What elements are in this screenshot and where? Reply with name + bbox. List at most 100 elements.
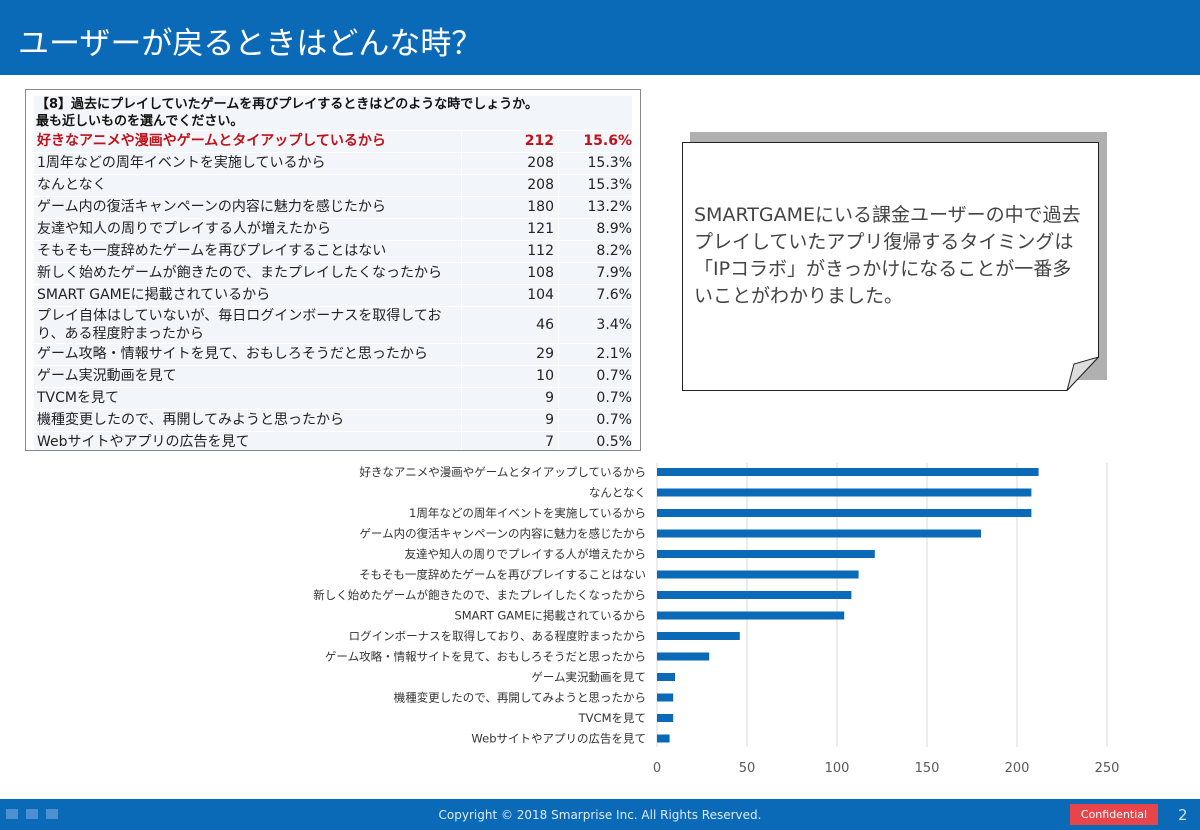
table-row: 好きなアニメや漫画やゲームとタイアップしているから 212 15.6% bbox=[34, 130, 632, 152]
table-row: SMART GAMEに掲載されているから 104 7.6% bbox=[34, 284, 632, 306]
row-label: なんとなく bbox=[34, 175, 462, 196]
row-label: Webサイトやアプリの広告を見て bbox=[34, 432, 462, 450]
category-label: なんとなく bbox=[589, 486, 646, 500]
row-count: 208 bbox=[462, 175, 559, 196]
row-percent: 0.7% bbox=[596, 390, 632, 406]
category-label: ゲーム攻略・情報サイトを見て、おもしろそうだと思ったから bbox=[325, 650, 646, 664]
menu-icon[interactable] bbox=[26, 809, 38, 819]
row-label: プレイ自体はしていないが、毎日ログインボーナスを取得しており、ある程度貯まったか… bbox=[34, 307, 462, 343]
row-count: 180 bbox=[462, 197, 559, 218]
tick-label: 50 bbox=[739, 761, 756, 776]
table-row: そもそも一度辞めたゲームを再びプレイすることはない 112 8.2% bbox=[34, 240, 632, 262]
row-label: 機種変更したので、再開してみようと思ったから bbox=[34, 410, 462, 431]
row-count: 9 bbox=[462, 388, 559, 409]
row-label: 友達や知人の周りでプレイする人が増えたから bbox=[34, 219, 462, 240]
tick-label: 0 bbox=[653, 761, 661, 776]
row-count: 108 bbox=[462, 263, 559, 284]
row-count: 208 bbox=[462, 153, 559, 174]
tick-label: 100 bbox=[825, 761, 850, 776]
confidential-badge: Confidential bbox=[1070, 804, 1158, 825]
category-label: ゲーム実況動画を見て bbox=[531, 670, 646, 684]
row-percent: 15.3% bbox=[587, 177, 632, 193]
category-label: Webサイトやアプリの広告を見て bbox=[471, 732, 646, 746]
row-percent: 13.2% bbox=[587, 199, 632, 215]
table-row: ゲーム攻略・情報サイトを見て、おもしろそうだと思ったから 29 2.1% bbox=[34, 343, 632, 365]
row-label: ゲーム攻略・情報サイトを見て、おもしろそうだと思ったから bbox=[34, 344, 462, 365]
table-row: 機種変更したので、再開してみようと思ったから 9 0.7% bbox=[34, 409, 632, 431]
row-label: 新しく始めたゲームが飽きたので、またプレイしたくなったから bbox=[34, 263, 462, 284]
question-text-2: 最も近しいものを選んでください。 bbox=[36, 114, 244, 129]
row-percent: 0.7% bbox=[596, 412, 632, 428]
row-percent: 3.4% bbox=[596, 316, 632, 333]
bar bbox=[657, 714, 674, 722]
category-label: 新しく始めたゲームが飽きたので、またプレイしたくなったから bbox=[313, 588, 646, 602]
bar bbox=[657, 529, 981, 538]
row-count: 112 bbox=[462, 241, 559, 262]
page-number: 2 bbox=[1178, 806, 1188, 824]
table-row: 新しく始めたゲームが飽きたので、またプレイしたくなったから 108 7.9% bbox=[34, 262, 632, 284]
category-label: 機種変更したので、再開してみようと思ったから bbox=[394, 691, 646, 705]
callout-note: SMARTGAMEにいる課金ユーザーの中で過去プレイしていたアプリ復帰するタイミ… bbox=[682, 142, 1099, 391]
row-label: TVCMを見て bbox=[34, 388, 462, 409]
tick-label: 200 bbox=[1005, 761, 1030, 776]
survey-table: 【8】過去にプレイしていたゲームを再びプレイするときはどのような時でしょうか。 … bbox=[25, 89, 641, 451]
bar bbox=[657, 550, 875, 558]
category-label: ログインボーナスを取得しており、ある程度貯まったから bbox=[349, 629, 646, 643]
category-label: SMART GAMEに掲載されているから bbox=[454, 609, 646, 623]
row-count: 9 bbox=[462, 410, 559, 431]
header: ユーザーが戻るときはどんな時？ bbox=[0, 0, 1200, 75]
bar bbox=[657, 652, 710, 661]
table-row: Webサイトやアプリの広告を見て 7 0.5% bbox=[34, 431, 632, 450]
bar bbox=[657, 632, 740, 640]
row-percent: 0.5% bbox=[596, 434, 632, 450]
bar bbox=[657, 591, 852, 599]
category-label: 友達や知人の周りでプレイする人が増えたから bbox=[405, 547, 647, 561]
tick-label: 250 bbox=[1095, 761, 1120, 776]
row-label: ゲーム内の復活キャンペーンの内容に魅力を感じたから bbox=[34, 197, 462, 218]
row-percent: 7.6% bbox=[596, 287, 632, 303]
row-percent: 8.2% bbox=[596, 243, 632, 259]
row-label: ゲーム実況動画を見て bbox=[34, 366, 462, 387]
row-percent: 0.7% bbox=[596, 368, 632, 384]
tick-label: 150 bbox=[915, 761, 940, 776]
table-row: TVCMを見て 9 0.7% bbox=[34, 387, 632, 409]
next-icon[interactable] bbox=[46, 809, 58, 819]
copyright: Copyright © 2018 Smarprise Inc. All Righ… bbox=[438, 808, 762, 822]
table-row: 友達や知人の周りでプレイする人が増えたから 121 8.9% bbox=[34, 218, 632, 240]
category-label: そもそも一度辞めたゲームを再びプレイすることはない bbox=[359, 568, 646, 582]
bar bbox=[657, 673, 675, 681]
callout-text: SMARTGAMEにいる課金ユーザーの中で過去プレイしていたアプリ復帰するタイミ… bbox=[694, 204, 1081, 307]
footer: Copyright © 2018 Smarprise Inc. All Righ… bbox=[0, 799, 1200, 830]
category-label: ゲーム内の復活キャンペーンの内容に魅力を感じたから bbox=[359, 527, 646, 541]
row-percent: 15.3% bbox=[587, 155, 632, 171]
bar bbox=[657, 468, 1039, 476]
row-percent: 8.9% bbox=[596, 221, 632, 237]
row-count: 104 bbox=[462, 285, 559, 306]
bar bbox=[657, 488, 1032, 497]
row-count: 46 bbox=[462, 307, 559, 343]
table-row: なんとなく 208 15.3% bbox=[34, 174, 632, 196]
row-percent: 2.1% bbox=[596, 346, 632, 362]
page-title: ユーザーが戻るときはどんな時？ bbox=[18, 26, 483, 62]
table-row: ゲーム内の復活キャンペーンの内容に魅力を感じたから 180 13.2% bbox=[34, 196, 632, 218]
category-label: 好きなアニメや漫画やゲームとタイアップしているから bbox=[359, 465, 646, 479]
row-label: 1周年などの周年イベントを実施しているから bbox=[34, 153, 462, 174]
row-count: 121 bbox=[462, 219, 559, 240]
row-count: 29 bbox=[462, 344, 559, 365]
row-label: SMART GAMEに掲載されているから bbox=[34, 285, 462, 306]
bar bbox=[657, 509, 1032, 517]
row-label: そもそも一度辞めたゲームを再びプレイすることはない bbox=[34, 241, 462, 262]
row-count: 7 bbox=[462, 432, 559, 450]
table-row: ゲーム実況動画を見て 10 0.7% bbox=[34, 365, 632, 387]
question-text: 【8】過去にプレイしていたゲームを再びプレイするときはどのような時でしょうか。 bbox=[36, 97, 539, 112]
category-label: 1周年などの周年イベントを実施しているから bbox=[409, 506, 646, 520]
row-count: 10 bbox=[462, 366, 559, 387]
category-label: TVCMを見て bbox=[578, 711, 646, 725]
row-count: 212 bbox=[462, 131, 559, 152]
bar bbox=[657, 611, 845, 620]
prev-icon[interactable] bbox=[6, 809, 18, 819]
row-label: 好きなアニメや漫画やゲームとタイアップしているから bbox=[34, 131, 462, 152]
bar bbox=[657, 734, 670, 743]
bar-chart: 0 50 100 150 200 250 好きなアニメや漫画やゲームとタイアップしているから… bbox=[313, 463, 1120, 776]
bar bbox=[657, 693, 674, 702]
